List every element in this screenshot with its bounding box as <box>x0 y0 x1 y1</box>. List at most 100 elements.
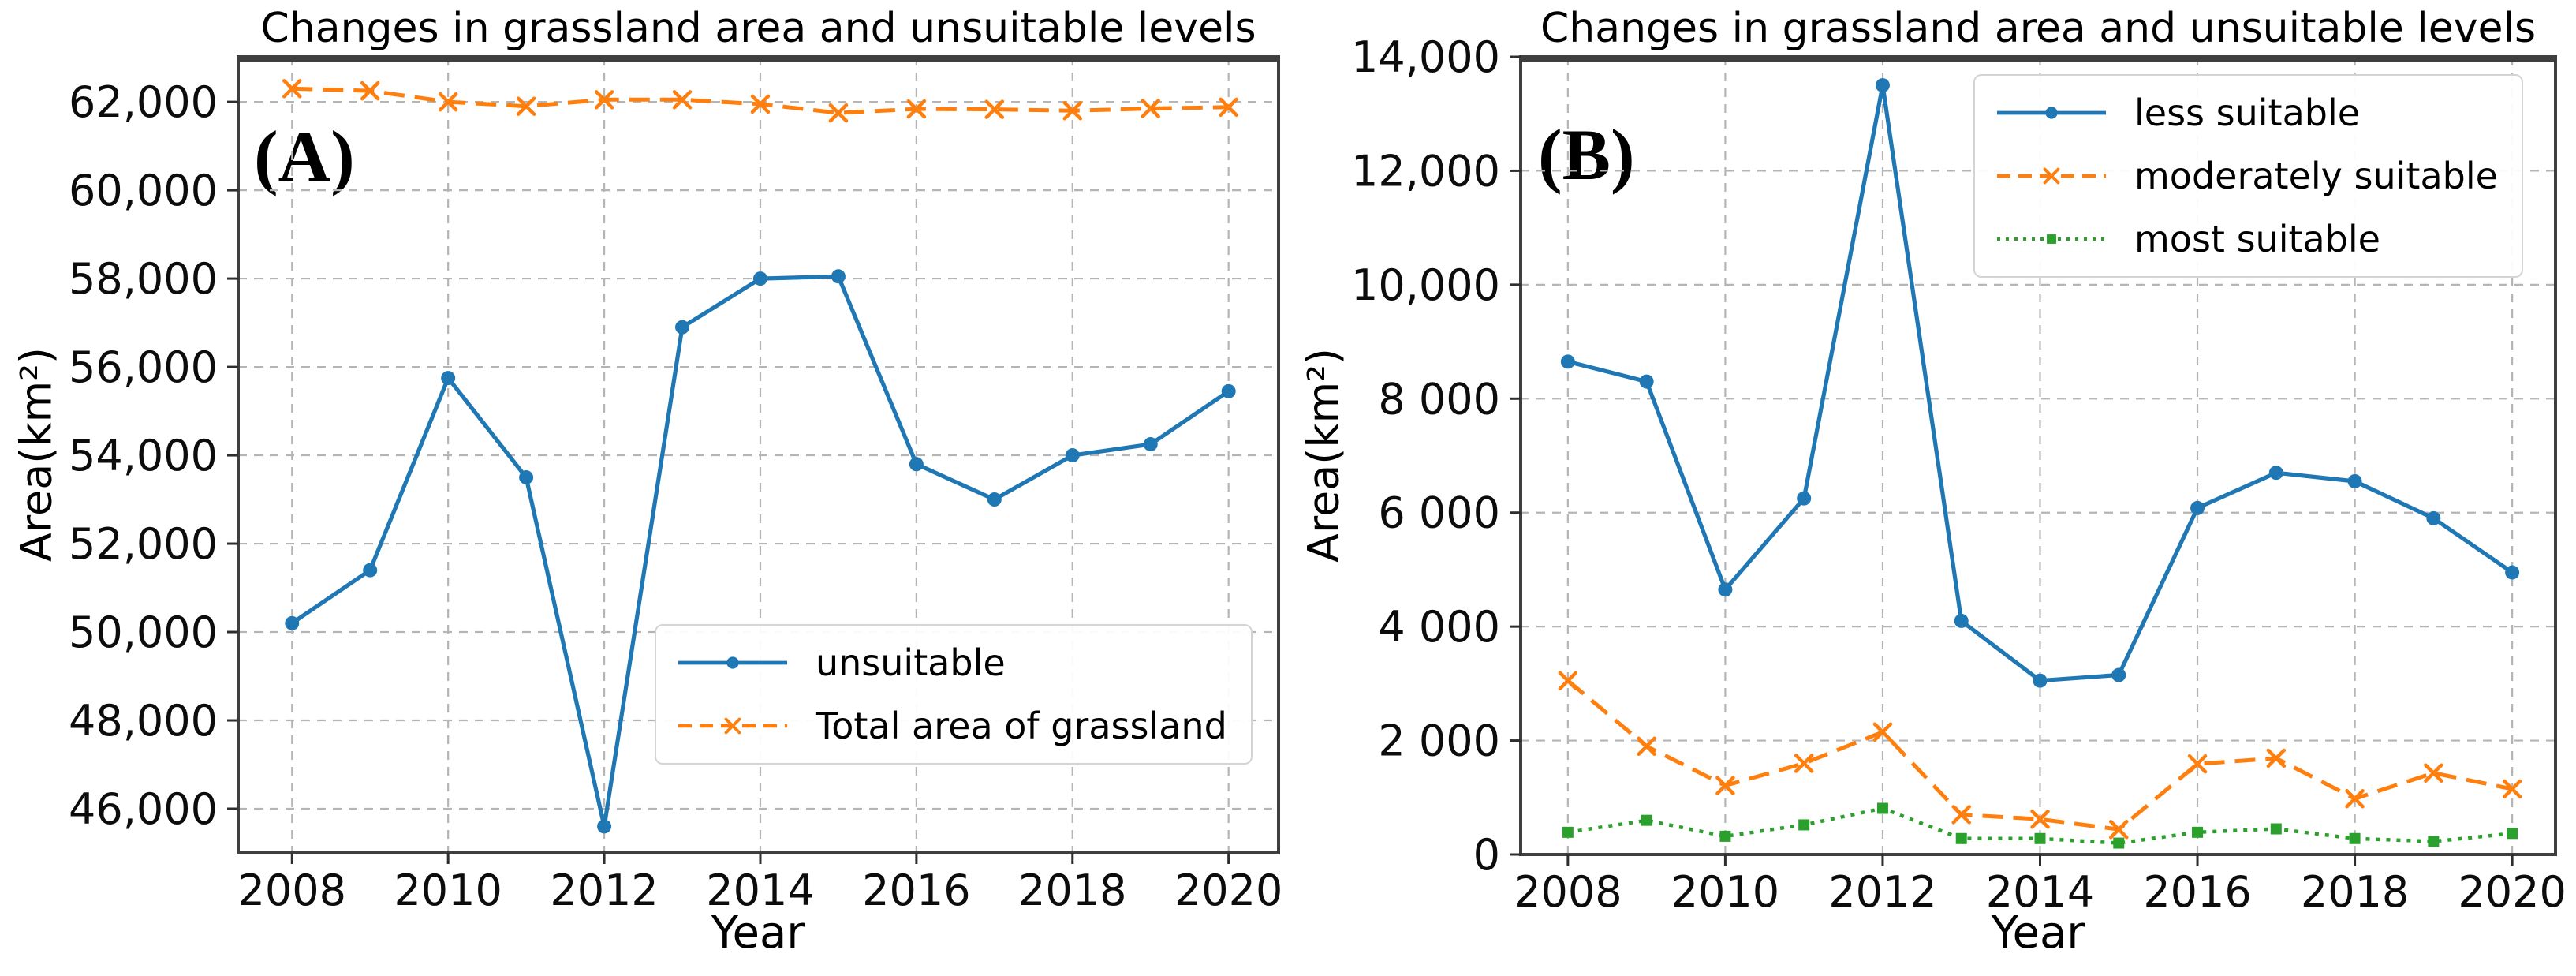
point-marker-circle <box>1954 613 1969 628</box>
point-marker-x <box>2187 754 2208 774</box>
legend-line-sample-icon <box>1997 234 2106 244</box>
legend-line-sample-icon <box>1997 167 2106 185</box>
point-marker-circle <box>441 371 456 386</box>
x-tick-label: 2012 <box>1828 867 1936 917</box>
y-tick-label: 62,000 <box>69 77 218 127</box>
point-marker-circle <box>2045 107 2058 119</box>
point-marker-square <box>1955 832 1967 844</box>
series-line-less-suitable <box>1567 83 2514 683</box>
x-tick-label: 2012 <box>550 866 658 915</box>
point-marker-circle <box>285 615 300 630</box>
point-marker-x <box>516 96 536 116</box>
y-tick-label: 54,000 <box>69 431 218 481</box>
x-tick-label: 2020 <box>1174 866 1282 915</box>
series-line-moderately-suitable <box>1566 679 2513 832</box>
legend-entry-less-suitable: less suitable <box>1992 92 2498 134</box>
point-marker-circle <box>987 492 1002 507</box>
chart-a-y-axis-label: Area(km²) <box>11 347 62 562</box>
point-marker-x <box>2345 788 2365 809</box>
point-marker-x <box>1219 97 1238 118</box>
y-tick-label: 6 000 <box>1378 488 1500 538</box>
legend-entry-unsuitable: unsuitable <box>674 641 1227 684</box>
chart-b-panel-label: (B) <box>1538 114 1635 195</box>
point-marker-x <box>2030 809 2050 829</box>
point-marker-x <box>1637 736 1656 757</box>
point-marker-square <box>2047 234 2056 244</box>
point-marker-square <box>2113 837 2125 849</box>
y-tick-label: 8 000 <box>1378 374 1500 424</box>
point-marker-square <box>1562 826 1574 838</box>
legend-label: most suitable <box>2134 218 2380 260</box>
x-tick-label: 2018 <box>1018 866 1126 915</box>
point-marker-x <box>906 99 927 119</box>
y-tick-label: 48,000 <box>69 696 218 746</box>
y-tick-label: 12,000 <box>1351 146 1500 196</box>
x-tick-label: 2008 <box>1514 867 1622 917</box>
chart-b-title: Changes in grassland area and unsuitable… <box>1540 5 2537 52</box>
point-marker-square <box>2507 828 2518 840</box>
y-tick-label: 4 000 <box>1378 602 1500 652</box>
x-tick-label: 2020 <box>2458 867 2566 917</box>
point-marker-square <box>2349 832 2361 844</box>
series-line-most-suitable <box>1567 806 2513 845</box>
point-marker-x <box>1872 722 1893 742</box>
x-tick-label: 2010 <box>1671 867 1779 917</box>
chart-b-plot-area: 2008 2010 2012 2014 2016 2018 2020 0 2 000 4 000 6… <box>1351 32 2567 917</box>
point-marker-x <box>1794 754 1814 773</box>
x-tick-label: 2008 <box>238 866 346 915</box>
point-marker-circle <box>1221 383 1236 398</box>
point-marker-circle <box>1143 437 1158 452</box>
point-marker-circle <box>1797 491 1812 506</box>
legend-label: Total area of grassland <box>816 705 1227 747</box>
point-marker-square <box>2192 826 2204 838</box>
point-marker-circle <box>519 470 534 485</box>
point-marker-circle <box>1639 374 1654 389</box>
point-marker-x <box>1951 805 1971 825</box>
point-marker-circle <box>1875 78 1890 93</box>
point-marker-square <box>1641 814 1652 826</box>
chart-b-legend: less suitable moderately suitable most s… <box>1973 74 2523 278</box>
point-marker-x <box>2043 167 2060 185</box>
point-marker-x <box>1141 99 1160 118</box>
point-marker-x <box>2424 763 2443 783</box>
point-marker-circle <box>597 819 612 834</box>
y-tick-label: 46,000 <box>69 784 218 834</box>
point-marker-x <box>360 80 380 101</box>
point-marker-x <box>672 90 693 110</box>
point-marker-circle <box>831 269 846 284</box>
point-marker-x <box>724 717 741 735</box>
chart-a-x-axis-label: Year <box>711 907 805 959</box>
point-marker-square <box>1798 819 1810 831</box>
point-marker-x <box>594 90 614 110</box>
point-marker-square <box>2428 836 2440 847</box>
y-tick-label: 10,000 <box>1351 260 1500 310</box>
legend-entry-moderately-suitable: moderately suitable <box>1992 155 2498 197</box>
y-tick-label: 60,000 <box>69 166 218 215</box>
x-tick-label: 2018 <box>2301 867 2409 917</box>
point-marker-circle <box>1560 354 1575 369</box>
point-marker-circle <box>363 563 378 578</box>
point-marker-square <box>1719 830 1731 842</box>
chart-a-legend: unsuitable Total area of grassland <box>655 624 1253 765</box>
point-marker-x <box>2266 748 2287 768</box>
point-marker-square <box>2270 823 2282 835</box>
legend-label: unsuitable <box>816 641 1006 684</box>
point-marker-circle <box>675 320 690 335</box>
point-marker-x <box>1558 671 1578 690</box>
y-tick-label: 0 <box>1473 830 1500 880</box>
point-marker-x <box>984 99 1005 119</box>
x-tick-label: 2014 <box>1986 867 2094 917</box>
legend-entry-most-suitable: most suitable <box>1992 218 2498 260</box>
point-marker-circle <box>2347 473 2362 488</box>
y-tick-label: 50,000 <box>69 608 218 657</box>
point-marker-circle <box>2190 500 2205 515</box>
y-tick-label: 58,000 <box>69 254 218 304</box>
legend-line-sample-icon <box>1997 107 2106 119</box>
legend-line-sample-icon <box>678 656 787 669</box>
x-tick-label: 2016 <box>2143 867 2251 917</box>
y-tick-label: 52,000 <box>69 519 218 569</box>
x-tick-label: 2010 <box>394 866 502 915</box>
point-marker-circle <box>1065 448 1080 463</box>
plot-border <box>1519 55 2557 856</box>
